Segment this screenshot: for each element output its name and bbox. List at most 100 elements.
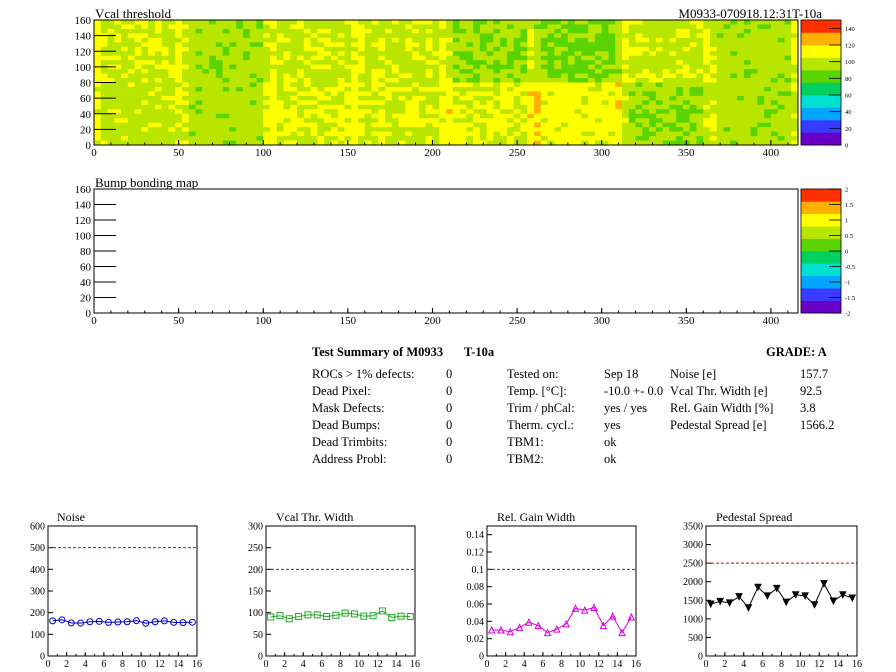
data-point <box>725 599 734 608</box>
heatmap-cell <box>270 127 278 133</box>
heatmap-cell <box>479 82 488 88</box>
heatmap-cell <box>215 127 224 133</box>
heatmap-cell <box>486 73 494 79</box>
heatmap-cell <box>608 24 616 30</box>
heatmap-cell <box>263 42 271 48</box>
heatmap-cell <box>581 122 589 128</box>
heatmap-cell <box>689 82 697 88</box>
heatmap-cell <box>317 28 325 34</box>
heatmap-cell <box>493 140 501 146</box>
result-label: Rel. Gain Width [%] <box>670 401 773 415</box>
heatmap-cell <box>330 127 339 133</box>
heatmap-cell <box>405 24 413 30</box>
heatmap-cell <box>344 51 352 57</box>
heatmap-cell <box>310 104 318 110</box>
heatmap-cell <box>622 42 630 48</box>
heatmap-cell <box>364 55 372 61</box>
heatmap-cell <box>188 122 196 128</box>
heatmap-cell <box>182 55 190 61</box>
heatmap-cell <box>114 113 122 119</box>
heatmap-cell <box>134 131 142 137</box>
heatmap-cell <box>757 55 765 61</box>
x-tick-label: 14 <box>833 659 843 670</box>
y-tick-label: 3000 <box>683 540 703 551</box>
heatmap-cell <box>777 100 785 106</box>
heatmap-cell <box>615 82 623 88</box>
heatmap-cell <box>324 104 332 110</box>
heatmap-cell <box>764 42 772 48</box>
heatmap-cell <box>520 122 528 128</box>
heatmap-cell <box>520 64 528 70</box>
heatmap-cell <box>141 122 149 128</box>
heatmap-cell <box>534 127 542 133</box>
heatmap-cell <box>202 136 210 141</box>
heatmap-cell <box>784 55 792 61</box>
heatmap-cell <box>622 78 630 83</box>
heatmap-cell <box>297 60 305 66</box>
colorbar-swatch <box>801 127 841 131</box>
heatmap-cell <box>757 69 765 74</box>
data-point <box>534 621 543 630</box>
heatmap-cell <box>608 95 616 101</box>
heatmap-cell <box>358 104 366 110</box>
heatmap-cell <box>317 60 325 66</box>
heatmap-cell <box>324 60 332 66</box>
heatmap-cell <box>737 91 745 97</box>
heatmap-cell <box>534 28 542 34</box>
heatmap-cell <box>337 78 345 83</box>
heatmap-cell <box>588 64 596 70</box>
heatmap-cell <box>344 118 352 124</box>
heatmap-cell <box>344 122 352 128</box>
heatmap-cell <box>229 118 237 124</box>
heatmap-cell <box>486 46 494 52</box>
heatmap-cell <box>737 24 745 30</box>
y-tick-label: 20 <box>80 124 92 136</box>
data-point <box>105 618 113 626</box>
heatmap-cell <box>703 60 711 66</box>
y-tick-label: 0.04 <box>467 617 485 628</box>
heatmap-cell <box>676 136 684 141</box>
heatmap-cell <box>770 118 779 124</box>
heatmap-cell <box>134 82 142 88</box>
heatmap-cell <box>188 131 196 137</box>
heatmap-cell <box>236 46 244 52</box>
heatmap-cell <box>642 113 650 119</box>
heatmap-cell <box>466 82 474 88</box>
heatmap-cell <box>276 69 284 74</box>
heatmap-cell <box>594 104 603 110</box>
heatmap-cell <box>743 73 752 79</box>
heatmap-cell <box>655 140 664 146</box>
heatmap-cell <box>574 28 582 34</box>
heatmap-cell <box>276 118 284 124</box>
heatmap-cell <box>209 20 217 25</box>
heatmap-cell <box>622 69 630 74</box>
heatmap-cell <box>385 69 393 74</box>
heatmap-cell <box>777 24 785 30</box>
heatmap-cell <box>425 140 433 146</box>
heatmap-cell <box>479 28 488 34</box>
heatmap-cell <box>500 46 508 52</box>
heatmap-cell <box>770 95 779 101</box>
heatmap-cell <box>757 100 765 106</box>
heatmap-cell <box>743 86 752 92</box>
heatmap-cell <box>696 104 704 110</box>
heatmap-cell <box>134 113 142 119</box>
heatmap-cell <box>540 122 548 128</box>
heatmap-cell <box>574 100 582 106</box>
heatmap-cell <box>622 136 630 141</box>
heatmap-cell <box>175 136 183 141</box>
heatmap-cell <box>777 69 785 74</box>
y-tick-label: 160 <box>75 184 92 196</box>
heatmap-cell <box>716 69 724 74</box>
heatmap-cell <box>263 91 271 97</box>
heatmap-cell <box>364 122 372 128</box>
y-tick-label: 150 <box>248 587 263 598</box>
heatmap-cell <box>676 95 684 101</box>
heatmap-cell <box>561 118 569 124</box>
heatmap-cell <box>351 78 359 83</box>
heatmap-cell <box>236 20 244 25</box>
heatmap-cell <box>290 20 298 25</box>
heatmap-cell <box>608 113 616 119</box>
summary-temp-tag: T-10a <box>464 345 495 359</box>
heatmap-cell <box>391 51 400 57</box>
